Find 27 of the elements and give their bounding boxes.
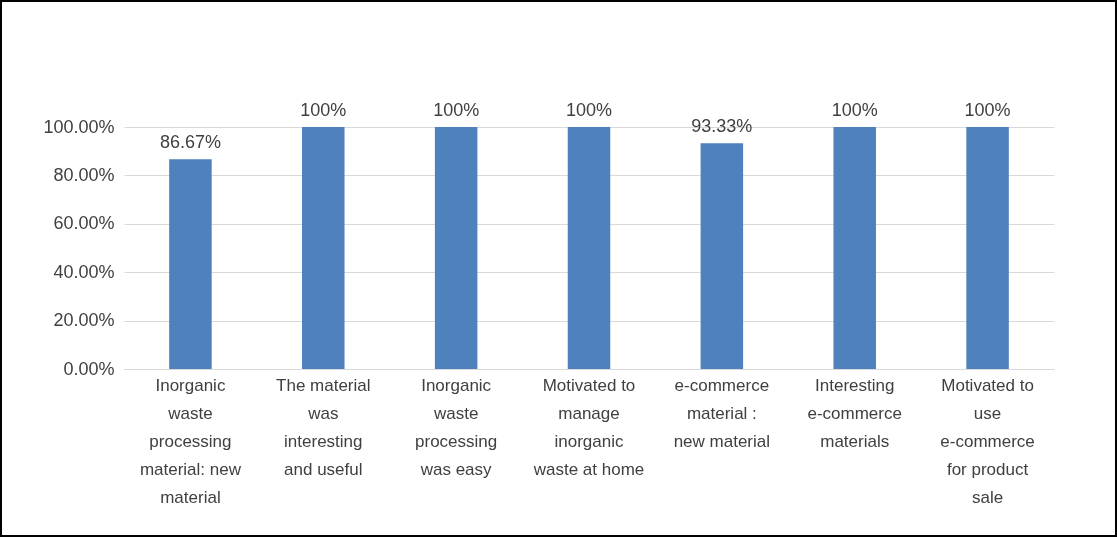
x-tick-label: Motivated to manage inorganic waste at home: [532, 375, 645, 479]
x-tick-label: e-commerce material : new material: [673, 375, 771, 451]
bar: [434, 127, 478, 369]
bar: [700, 143, 744, 369]
data-label: 100%: [964, 100, 1011, 120]
data-label: 93.33%: [691, 116, 753, 137]
bar: [302, 127, 345, 369]
data-label: 86.67%: [159, 132, 221, 153]
y-tick-label: 40.00%: [53, 261, 115, 282]
data-label: 100%: [300, 100, 347, 120]
data-label: 100%: [831, 100, 878, 120]
bar: [169, 159, 212, 369]
x-tick-label: Inorganic waste processing was easy: [415, 375, 498, 479]
x-tick-label: The material was interesting and useful: [276, 375, 371, 479]
y-tick-label: 20.00%: [53, 310, 115, 331]
y-tick-label: 60.00%: [53, 213, 115, 234]
x-tick-label: Inorganic waste processing material: new material: [139, 375, 242, 507]
y-tick-label: 0.00%: [63, 358, 115, 379]
bar: [833, 127, 876, 369]
y-tick-label: 100.00%: [43, 116, 115, 137]
data-label: 100%: [433, 100, 480, 120]
bar: [966, 127, 1009, 369]
bar: [567, 127, 611, 369]
x-tick-label: Interesting e-commerce materials: [807, 375, 902, 451]
data-label: 100%: [565, 100, 613, 120]
x-tick-label: Motivated to use e-commerce for product sale: [940, 375, 1035, 507]
y-tick-label: 80.00%: [53, 164, 115, 185]
